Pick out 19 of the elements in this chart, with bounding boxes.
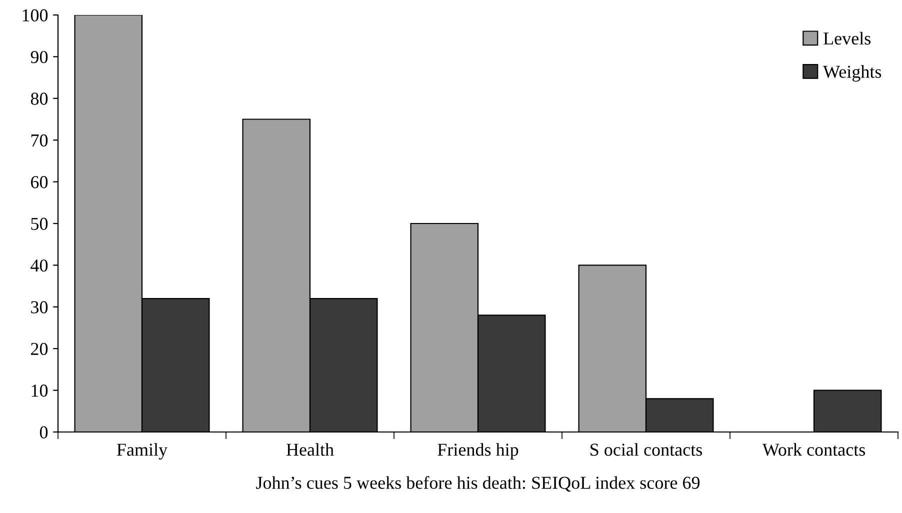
y-tick-label: 90	[30, 50, 48, 64]
legend-label: Weights	[823, 65, 882, 82]
x-tick-label: Friends hip	[438, 443, 518, 460]
y-tick-label: 30	[31, 301, 48, 314]
y-tick-label: 50	[31, 218, 48, 230]
y-tick-label: 70	[31, 134, 48, 147]
x-tick-label: S ocial contacts	[590, 443, 702, 456]
y-tick-label: 0	[40, 426, 48, 438]
y-tick-label: 100	[22, 9, 48, 22]
y-tick-label: 60	[31, 176, 48, 188]
y-tick-label: 10	[32, 384, 48, 397]
x-tick-label: Family	[116, 443, 168, 460]
y-tick-label: 40	[30, 259, 48, 272]
x-tick-label: Health	[286, 443, 334, 456]
x-tick-label: Work contacts	[762, 443, 866, 456]
x-axis-title: John’s cues 5 weeks before his death: SEIQoL index score 69	[256, 476, 700, 492]
legend-label: Levels	[824, 32, 870, 45]
y-tick-label: 20	[31, 342, 48, 356]
y-tick-label: 80	[30, 92, 48, 105]
